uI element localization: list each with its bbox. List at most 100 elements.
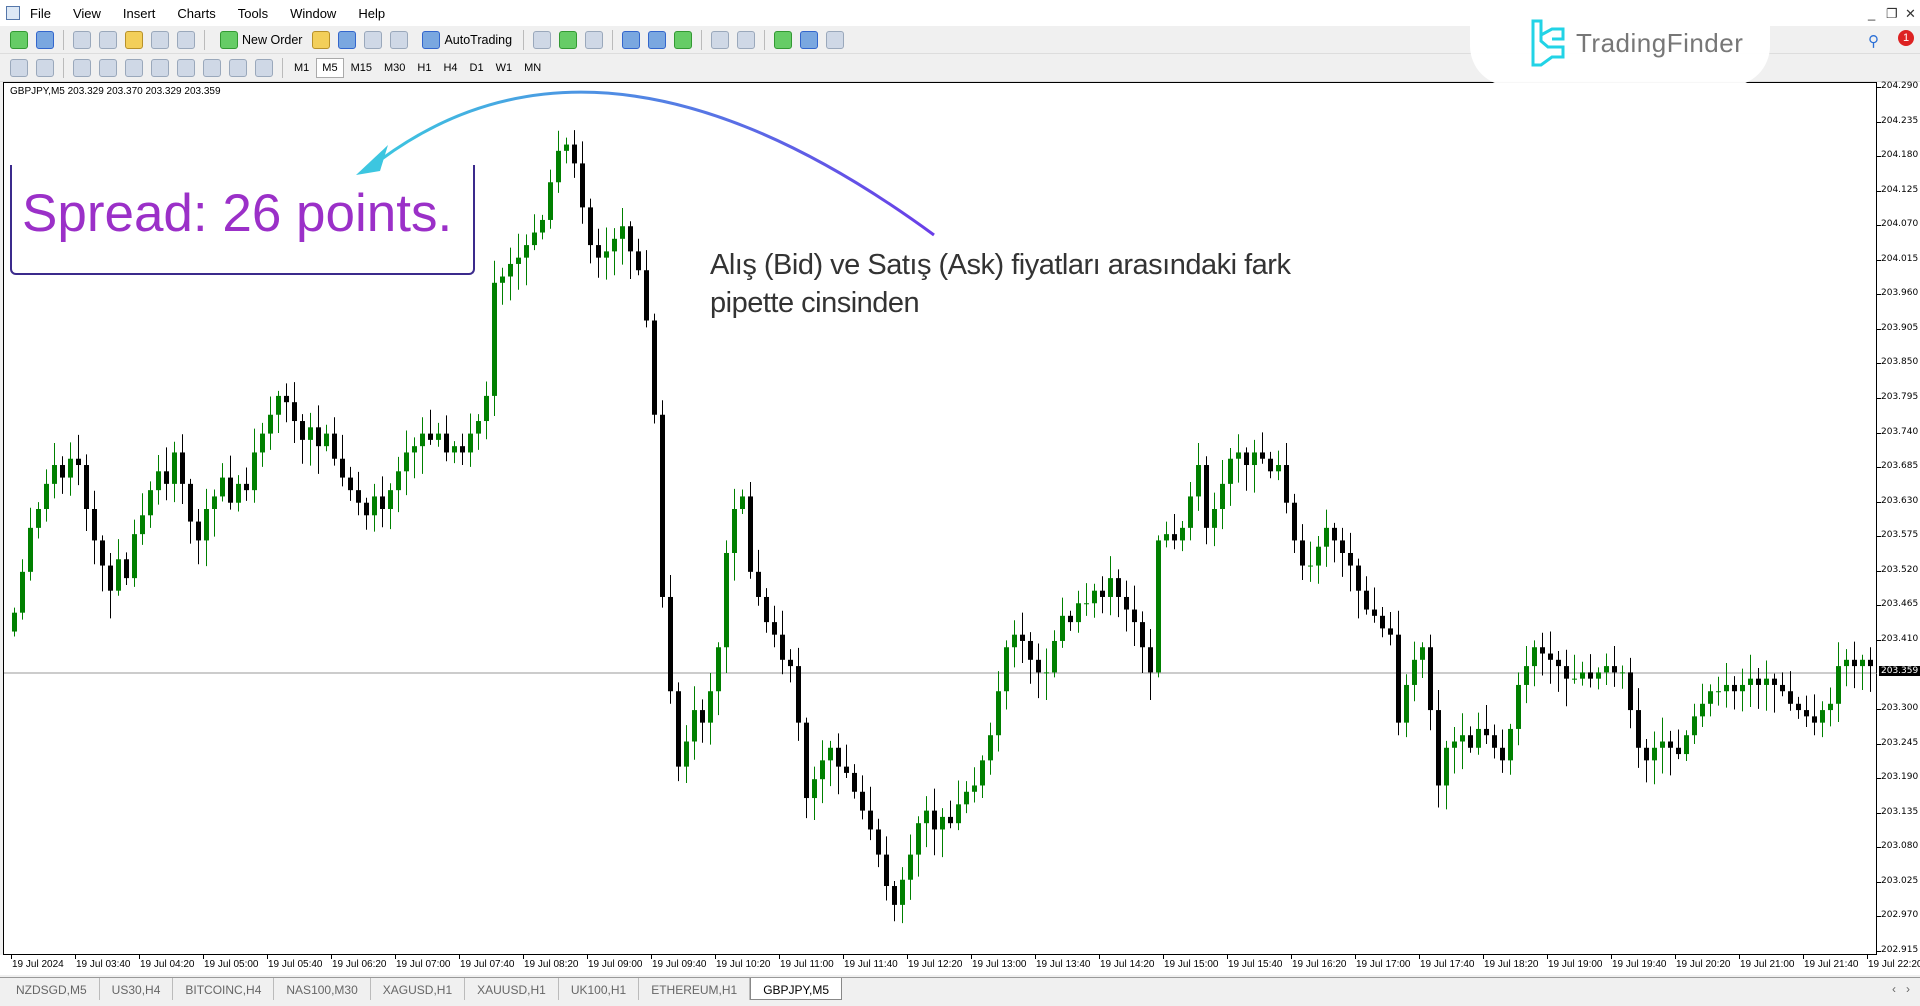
timeframe-h4[interactable]: H4 bbox=[443, 61, 458, 74]
timeframe-d1[interactable]: D1 bbox=[469, 61, 484, 74]
templates-icon[interactable] bbox=[826, 30, 845, 49]
time-label: 19 Jul 15:40 bbox=[1228, 959, 1283, 970]
spread-annotation-box: Spread: 26 points. bbox=[10, 165, 475, 275]
candle bbox=[1252, 439, 1257, 493]
candle bbox=[180, 434, 185, 504]
crosshair-icon[interactable] bbox=[36, 58, 54, 77]
market-watch-icon[interactable] bbox=[73, 30, 91, 49]
zoom-out-icon[interactable] bbox=[648, 30, 667, 49]
candle-body bbox=[1468, 735, 1473, 748]
timeframe-m15[interactable]: M15 bbox=[350, 61, 372, 74]
timeframe-mn[interactable]: MN bbox=[524, 61, 542, 74]
tab-uk100-h1[interactable]: UK100,H1 bbox=[559, 978, 640, 1000]
print-icon[interactable] bbox=[390, 30, 409, 49]
candle bbox=[1284, 443, 1289, 514]
close-button[interactable]: ✕ bbox=[1905, 6, 1916, 21]
chart-shift-icon[interactable] bbox=[711, 30, 730, 49]
tab-gbpjpy-m5[interactable]: GBPJPY,M5 bbox=[750, 978, 843, 1000]
cursor-icon[interactable] bbox=[10, 58, 28, 77]
menu-tools[interactable]: Tools bbox=[237, 5, 269, 21]
candle-body bbox=[1852, 659, 1857, 667]
crosshair-nav-icon[interactable] bbox=[99, 30, 117, 49]
tab-nas100-m30[interactable]: NAS100,M30 bbox=[274, 978, 371, 1000]
navigator-icon[interactable] bbox=[125, 30, 143, 49]
autoscroll-icon[interactable] bbox=[737, 30, 756, 49]
vertical-line-icon[interactable] bbox=[73, 58, 91, 77]
tile-windows-icon[interactable] bbox=[674, 30, 693, 49]
candle-body bbox=[836, 747, 841, 767]
terminal-icon[interactable] bbox=[151, 30, 169, 49]
price-tick bbox=[1877, 467, 1881, 469]
candle-body bbox=[1476, 728, 1481, 748]
notifications-badge[interactable]: 1 bbox=[1898, 30, 1914, 46]
tab-xagusd-h1[interactable]: XAGUSD,H1 bbox=[371, 978, 466, 1000]
chart-area[interactable]: GBPJPY,M5 203.329 203.370 203.329 203.35… bbox=[3, 82, 1878, 955]
zoom-in-icon[interactable] bbox=[622, 30, 641, 49]
profiles-icon[interactable] bbox=[36, 30, 54, 49]
menu-view[interactable]: View bbox=[72, 5, 101, 21]
line-chart-icon[interactable] bbox=[585, 30, 604, 49]
text-icon[interactable] bbox=[203, 58, 221, 77]
candle bbox=[36, 502, 41, 539]
candle-body bbox=[1012, 634, 1017, 648]
candle bbox=[1212, 492, 1217, 547]
trendline-icon[interactable] bbox=[125, 58, 143, 77]
time-tick bbox=[1099, 955, 1100, 959]
tab-bitcoinc-h4[interactable]: BITCOINC,H4 bbox=[173, 978, 275, 1000]
candle-body bbox=[1540, 647, 1545, 654]
tab-xauusd-h1[interactable]: XAUUSD,H1 bbox=[465, 978, 559, 1000]
candle-body bbox=[1188, 496, 1193, 528]
indicators-icon[interactable] bbox=[774, 30, 793, 49]
menu-charts[interactable]: Charts bbox=[177, 5, 216, 21]
candle bbox=[596, 228, 601, 278]
time-tick bbox=[139, 955, 140, 959]
candle bbox=[524, 234, 529, 286]
fibonacci-icon[interactable] bbox=[177, 58, 195, 77]
minimize-button[interactable]: _ bbox=[1868, 6, 1876, 21]
periods-icon[interactable] bbox=[800, 30, 819, 49]
candle bbox=[828, 740, 833, 787]
timeframe-h1[interactable]: H1 bbox=[417, 61, 432, 74]
arrows-icon[interactable] bbox=[255, 58, 273, 77]
menu-insert[interactable]: Insert bbox=[122, 5, 156, 21]
candle bbox=[1700, 683, 1705, 728]
new-order-button[interactable]: New Order bbox=[216, 30, 302, 49]
bar-chart-icon[interactable] bbox=[533, 30, 552, 49]
candle-body bbox=[28, 527, 33, 572]
timeframe-w1[interactable]: W1 bbox=[495, 61, 513, 74]
timeframe-m1[interactable]: M1 bbox=[294, 61, 310, 74]
candle bbox=[1844, 649, 1849, 687]
signals-icon[interactable] bbox=[338, 30, 357, 49]
search-icon[interactable]: ⚲ bbox=[1868, 33, 1879, 50]
time-axis[interactable]: 19 Jul 2024 19 Jul 03:40 19 Jul 04:20 19 Ju… bbox=[0, 955, 1920, 975]
candle-body bbox=[732, 509, 737, 553]
price-axis[interactable]: 204.290 204.235 204.180 204.125 204.070 204.0… bbox=[1877, 81, 1920, 955]
candlestick-icon[interactable] bbox=[559, 30, 578, 49]
tab-us30-h4[interactable]: US30,H4 bbox=[100, 978, 174, 1000]
market-icon[interactable] bbox=[364, 30, 383, 49]
candle bbox=[116, 539, 121, 596]
tab-nzdsgd-m5[interactable]: NZDSGD,M5 bbox=[4, 978, 100, 1000]
new-chart-icon[interactable] bbox=[10, 30, 28, 49]
auto-trading-button[interactable]: AutoTrading bbox=[418, 30, 512, 49]
current-price-label: 203.359 bbox=[1879, 666, 1920, 676]
strategy-tester-icon[interactable] bbox=[177, 30, 195, 49]
menu-window[interactable]: Window bbox=[290, 5, 337, 21]
candle bbox=[900, 867, 905, 924]
menu-help[interactable]: Help bbox=[358, 5, 386, 21]
tab-ethereum-h1[interactable]: ETHEREUM,H1 bbox=[639, 978, 751, 1000]
timeframe-m5[interactable]: M5 bbox=[316, 57, 344, 78]
candle-body bbox=[756, 571, 761, 597]
horizontal-line-icon[interactable] bbox=[99, 58, 117, 77]
tabs-scroll-right[interactable]: › bbox=[1906, 982, 1910, 996]
metaeditor-icon[interactable] bbox=[312, 30, 331, 49]
restore-button[interactable]: ❐ bbox=[1886, 6, 1898, 21]
menu-file[interactable]: File bbox=[30, 5, 51, 21]
text-label-icon[interactable] bbox=[229, 58, 247, 77]
tabs-scroll-left[interactable]: ‹ bbox=[1892, 982, 1896, 996]
candle bbox=[1604, 653, 1609, 685]
timeframe-m30[interactable]: M30 bbox=[383, 61, 406, 74]
equidistant-channel-icon[interactable] bbox=[151, 58, 169, 77]
candle bbox=[988, 722, 993, 775]
candle bbox=[716, 642, 721, 716]
